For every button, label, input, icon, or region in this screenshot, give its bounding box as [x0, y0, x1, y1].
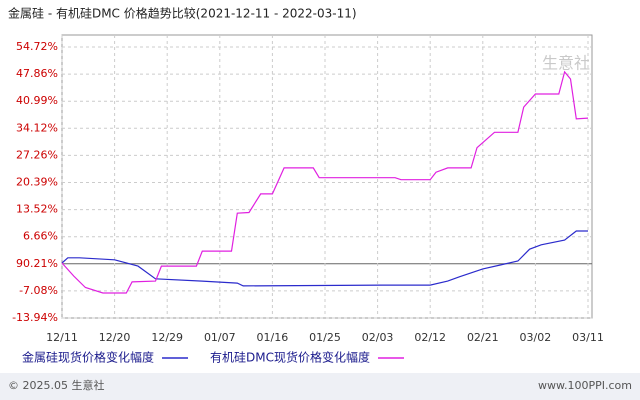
- x-tick-label: 01/16: [257, 331, 289, 344]
- x-tick-label: 01/07: [204, 331, 236, 344]
- x-tick-label: 03/02: [520, 331, 552, 344]
- footer-bar: [0, 373, 640, 400]
- x-tick-label: 12/20: [99, 331, 131, 344]
- footer-right: www.100PPI.com: [538, 379, 632, 392]
- y-tick-label: 34.12%: [16, 121, 58, 134]
- series-line: [61, 70, 589, 294]
- y-tick-label: 6.66%: [23, 230, 58, 243]
- y-tick-label: 40.99%: [16, 94, 58, 107]
- y-tick-label: 90.21%: [16, 257, 58, 270]
- y-tick-label: 20.39%: [16, 176, 58, 189]
- y-tick-label: 27.26%: [16, 148, 58, 161]
- x-tick-label: 12/11: [46, 331, 78, 344]
- series-line: [61, 230, 588, 287]
- legend-label: 有机硅DMC现货价格变化幅度: [210, 350, 370, 365]
- footer-left: © 2025.05 生意社: [8, 378, 104, 392]
- x-tick-label: 12/29: [151, 331, 183, 344]
- y-tick-label: -7.08%: [19, 284, 58, 297]
- x-tick-label: 01/25: [309, 331, 341, 344]
- chart-title: 金属硅 - 有机硅DMC 价格趋势比较(2021-12-11 - 2022-03…: [8, 6, 357, 21]
- legend-label: 金属硅现货价格变化幅度: [22, 350, 154, 365]
- y-tick-label: 13.52%: [16, 203, 58, 216]
- y-tick-label: -13.94%: [12, 311, 58, 324]
- y-tick-label: 47.86%: [16, 67, 58, 80]
- x-tick-label: 02/21: [467, 331, 499, 344]
- watermark: 生意社: [542, 54, 590, 73]
- x-tick-label: 03/11: [572, 331, 604, 344]
- x-tick-label: 02/03: [362, 331, 394, 344]
- x-tick-label: 02/12: [414, 331, 446, 344]
- y-tick-label: 54.72%: [16, 40, 58, 53]
